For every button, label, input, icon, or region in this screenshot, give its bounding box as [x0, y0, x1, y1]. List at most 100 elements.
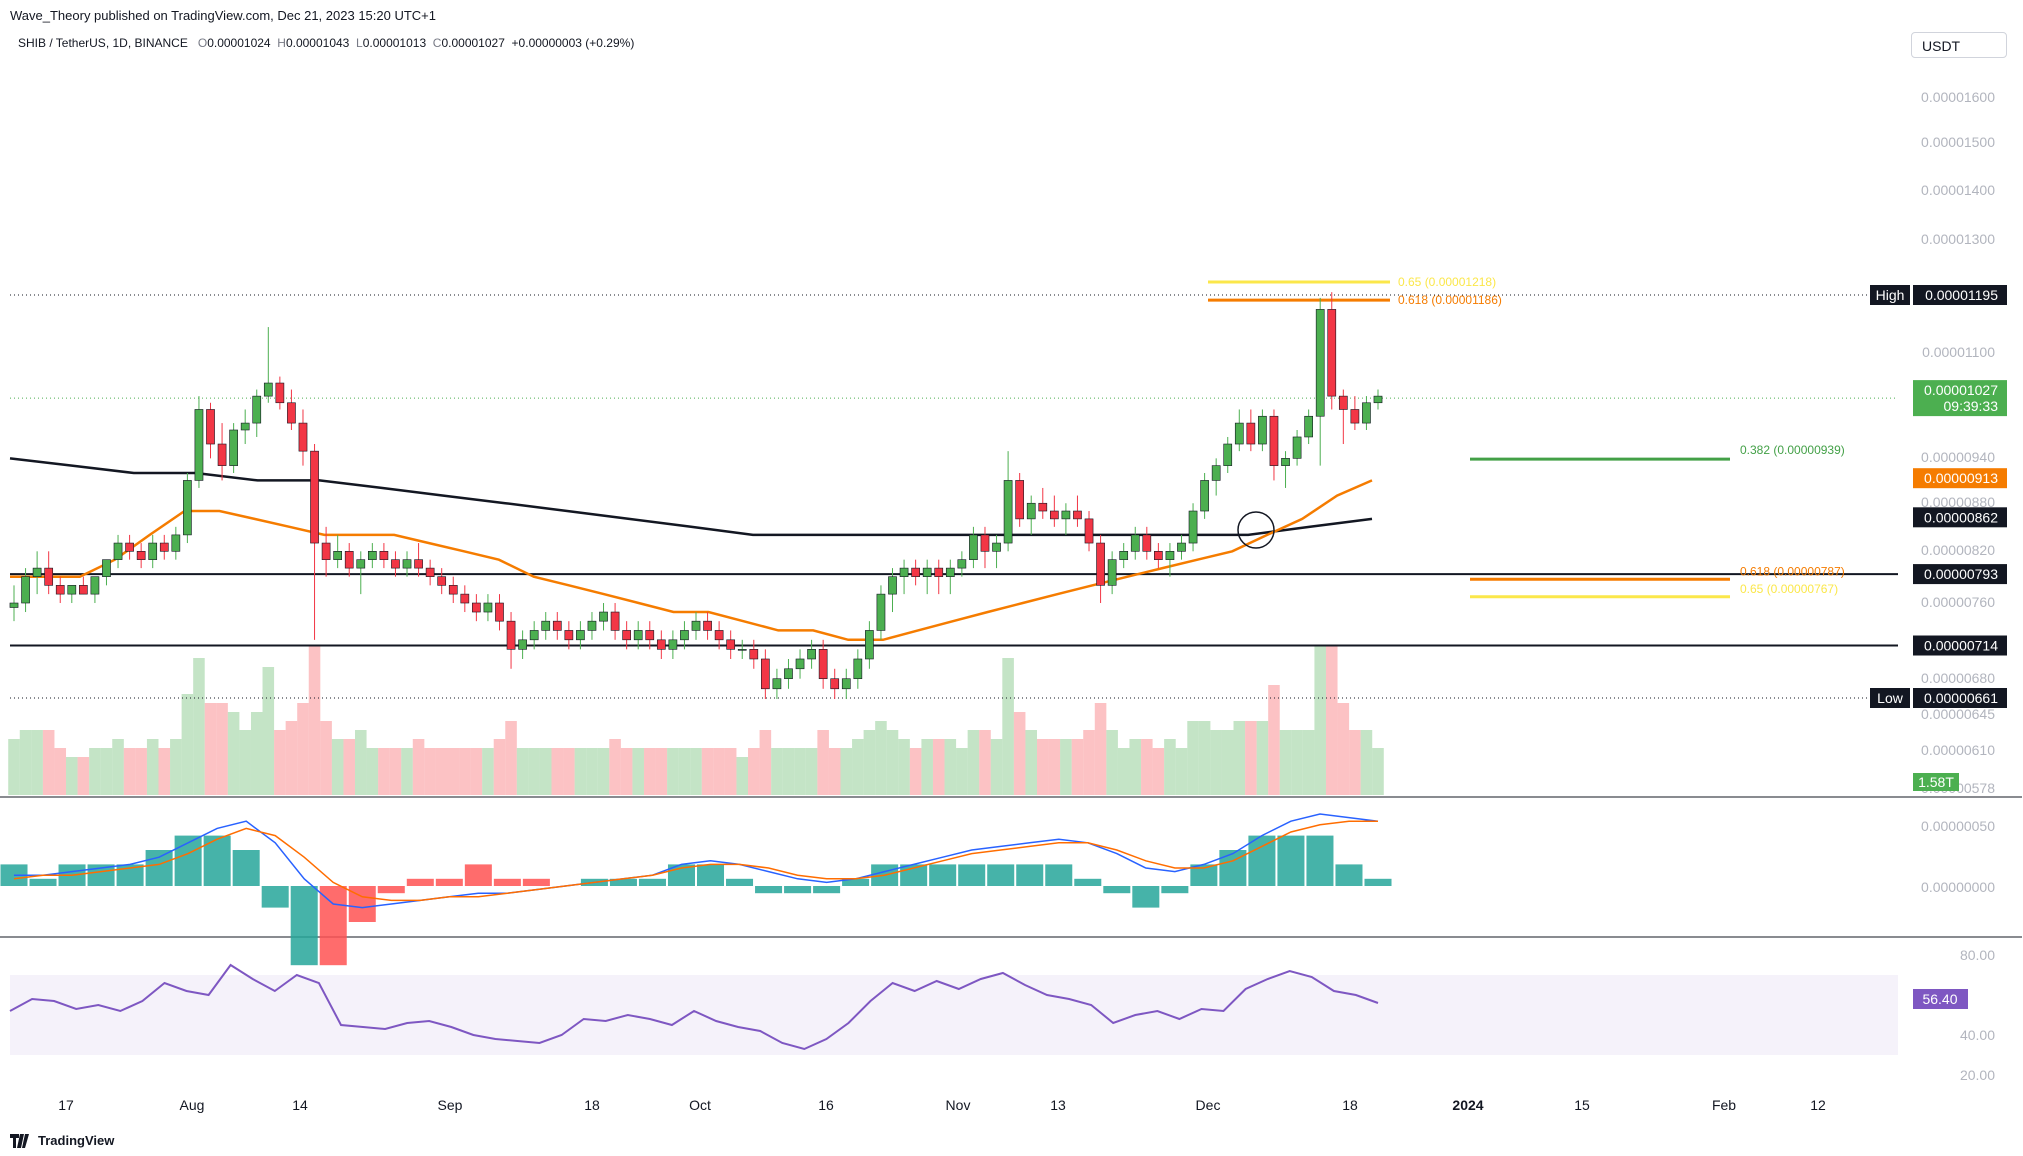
x-tick-label: 18 [1342, 1097, 1358, 1113]
extreme-tag [1870, 285, 1910, 305]
macd-y-tick-label: 0.00000000 [1921, 879, 1995, 895]
candle-down [980, 534, 990, 552]
price-badge [1913, 564, 2007, 585]
y-tick-label: 0.00000760 [1921, 594, 1995, 610]
rsi-badge [1913, 989, 1968, 1009]
candle-up [1026, 502, 1036, 520]
macd-histogram-bar [1132, 886, 1160, 908]
candle-down [414, 559, 423, 569]
candle-down [79, 585, 88, 595]
volume-bar [1083, 730, 1095, 795]
candle-up [102, 559, 111, 577]
candle-up [32, 567, 42, 577]
volume-bar [736, 757, 749, 795]
volume-bar [1210, 730, 1222, 795]
candle-down [911, 567, 920, 577]
low-value: 0.00001013 [362, 36, 427, 50]
candle-down [206, 409, 215, 445]
candle-up [356, 559, 366, 569]
candle-down [472, 602, 481, 613]
rsi-badge-label: 56.40 [1922, 991, 1957, 1007]
volume-bar [1279, 730, 1292, 795]
candle-up [1315, 309, 1325, 417]
volume-bar [493, 739, 506, 795]
candle-down [564, 630, 574, 641]
candle-down [437, 576, 447, 586]
price-badge [1913, 380, 2007, 417]
candle-up [737, 649, 747, 651]
volume-bar [146, 739, 159, 795]
candle-up [853, 658, 863, 680]
candle-down [749, 649, 759, 660]
price-badge [1913, 507, 2007, 528]
close-value: 0.00001027 [441, 36, 505, 50]
macd-histogram-bar [406, 878, 434, 886]
symbol-ohlc-line: SHIB / TetherUS, 1D, BINANCE O0.00001024… [18, 36, 634, 50]
candle-up [9, 602, 19, 608]
volume-bar [609, 739, 621, 795]
candle-up [865, 630, 874, 660]
candle-down [552, 620, 562, 631]
y-tick-label: 0.00001100 [1922, 344, 1995, 360]
candle-up [576, 630, 585, 641]
volume-badge [1913, 773, 1959, 791]
volume-bar [886, 730, 899, 795]
price-badge-label: 0.00000862 [1924, 509, 1998, 525]
footer-brand[interactable]: TradingView [10, 1133, 114, 1148]
volume-bar [424, 748, 436, 795]
low-label: L [356, 36, 363, 50]
extreme-tag [1870, 688, 1910, 708]
change-value: +0.00000003 (+0.29%) [511, 36, 635, 50]
macd-histogram-bar [116, 864, 144, 886]
candle-up [899, 567, 909, 577]
volume-bar [158, 748, 171, 795]
volume-bar [1141, 739, 1153, 795]
x-tick-label: 2024 [1452, 1097, 1483, 1113]
volume-bar [875, 721, 887, 795]
price-badge [1913, 688, 2007, 708]
volume-bar [551, 748, 564, 795]
volume-bar [274, 730, 286, 795]
candle-down [1096, 542, 1105, 586]
volume-bar [447, 748, 460, 795]
volume-bar [1314, 645, 1326, 795]
macd-histogram-bar [1161, 886, 1189, 894]
price-badge-label: 0.00000793 [1924, 566, 1998, 582]
candle-down [1038, 502, 1048, 512]
candle-up [841, 678, 851, 690]
candle-down [495, 602, 504, 622]
ema-200-line [9, 457, 1373, 537]
candle-up [333, 551, 343, 560]
volume-bar [979, 730, 991, 795]
volume-bar [701, 748, 714, 795]
candle-up [402, 559, 412, 569]
high-value: 0.00001043 [285, 36, 350, 50]
rsi-y-tick-label: 80.00 [1960, 947, 1995, 963]
candle-down [506, 620, 516, 650]
candle-down [321, 542, 331, 560]
macd-histogram-bar [1074, 878, 1102, 886]
candle-up [772, 678, 782, 690]
tradingview-logo-icon [10, 1133, 29, 1148]
y-tick-label: 0.00001300 [1921, 231, 1995, 247]
macd-histogram-bar [29, 878, 57, 886]
volume-bar [262, 667, 275, 795]
currency-button[interactable]: USDT [1911, 32, 2007, 58]
volume-bar [285, 721, 298, 795]
x-tick-label: 18 [584, 1097, 600, 1113]
volume-bar [643, 748, 656, 795]
candle-down [645, 630, 655, 641]
volume-bar [840, 748, 853, 795]
volume-bar [77, 757, 90, 795]
candle-up [599, 611, 608, 622]
volume-bar [320, 721, 332, 795]
x-tick-label: 14 [292, 1097, 308, 1113]
volume-bar [331, 739, 344, 795]
x-tick-label: Sep [438, 1097, 463, 1113]
close-label: C [432, 36, 442, 50]
price-badge [1913, 468, 2007, 489]
volume-bar [1360, 730, 1373, 795]
macd-histogram-bar [464, 864, 492, 886]
macd-histogram-bar [319, 886, 347, 966]
